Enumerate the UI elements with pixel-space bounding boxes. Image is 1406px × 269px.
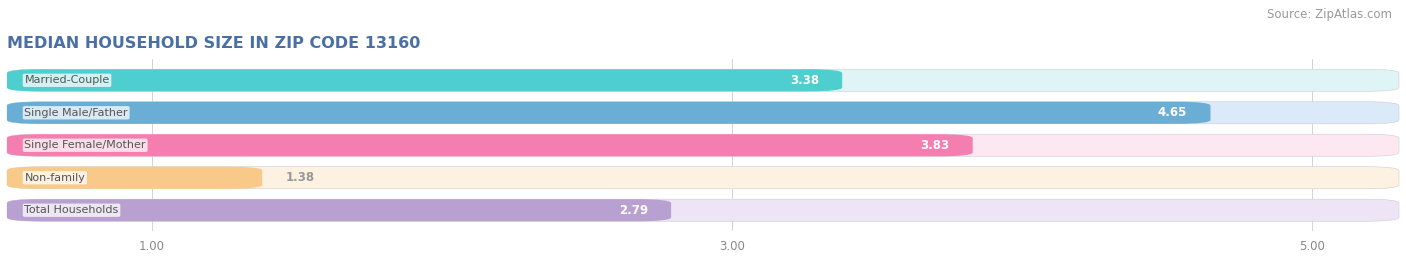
Text: Non-family: Non-family bbox=[24, 173, 86, 183]
Text: 3.38: 3.38 bbox=[790, 74, 818, 87]
FancyBboxPatch shape bbox=[7, 69, 842, 91]
Text: Married-Couple: Married-Couple bbox=[24, 75, 110, 85]
Text: MEDIAN HOUSEHOLD SIZE IN ZIP CODE 13160: MEDIAN HOUSEHOLD SIZE IN ZIP CODE 13160 bbox=[7, 36, 420, 51]
FancyBboxPatch shape bbox=[7, 134, 973, 156]
Text: 1.38: 1.38 bbox=[285, 171, 315, 184]
Text: 3.83: 3.83 bbox=[921, 139, 949, 152]
FancyBboxPatch shape bbox=[7, 167, 262, 189]
Text: Single Female/Mother: Single Female/Mother bbox=[24, 140, 146, 150]
Text: 2.79: 2.79 bbox=[619, 204, 648, 217]
FancyBboxPatch shape bbox=[7, 199, 1399, 221]
Text: 4.65: 4.65 bbox=[1159, 106, 1187, 119]
FancyBboxPatch shape bbox=[7, 102, 1211, 124]
FancyBboxPatch shape bbox=[7, 134, 1399, 156]
Text: Total Households: Total Households bbox=[24, 205, 118, 215]
Text: Single Male/Father: Single Male/Father bbox=[24, 108, 128, 118]
FancyBboxPatch shape bbox=[7, 69, 1399, 91]
Text: Source: ZipAtlas.com: Source: ZipAtlas.com bbox=[1267, 8, 1392, 21]
FancyBboxPatch shape bbox=[7, 102, 1399, 124]
FancyBboxPatch shape bbox=[7, 199, 671, 221]
FancyBboxPatch shape bbox=[7, 167, 1399, 189]
